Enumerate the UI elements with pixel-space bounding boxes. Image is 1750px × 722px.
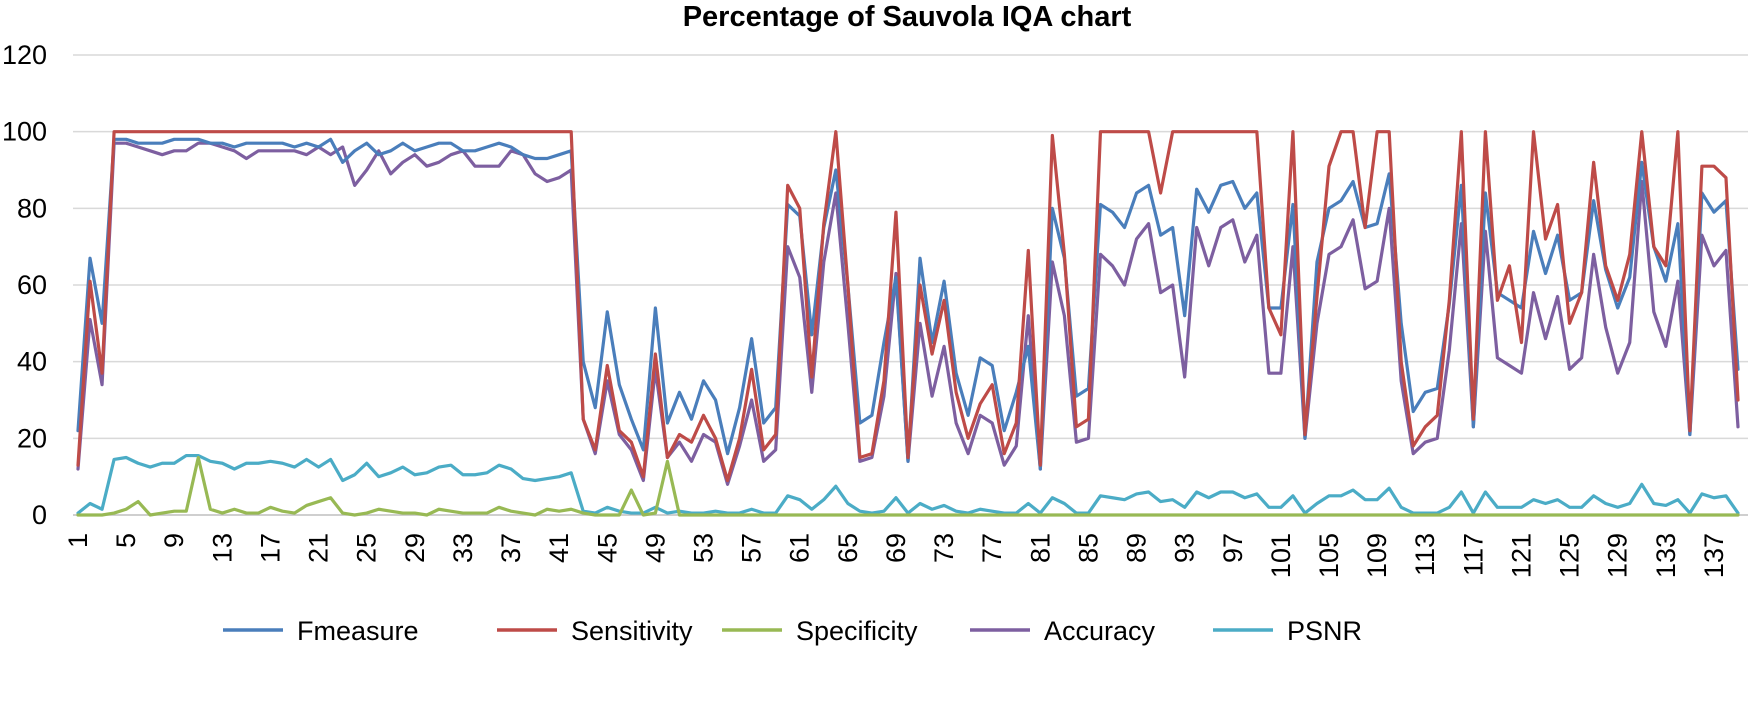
x-tick-label: 9 <box>159 533 189 548</box>
x-tick-label: 101 <box>1266 533 1296 578</box>
series-line-specificity <box>76 455 1740 517</box>
x-tick-label: 77 <box>977 533 1007 563</box>
series-line-psnr <box>76 453 1740 515</box>
x-tick-label: 1 <box>63 533 93 548</box>
x-tick-label: 81 <box>1025 533 1055 563</box>
x-tick-label: 133 <box>1651 533 1681 578</box>
x-tick-label: 129 <box>1603 533 1633 578</box>
x-tick-label: 137 <box>1699 533 1729 578</box>
x-tick-label: 113 <box>1410 533 1440 576</box>
x-tick-label: 65 <box>833 533 863 563</box>
x-tick-label: 17 <box>255 533 285 563</box>
x-tick-label: 13 <box>207 533 237 563</box>
x-tick-label: 21 <box>304 533 334 563</box>
x-tick-label: 5 <box>111 533 141 548</box>
series-line-sensitivity <box>76 130 1740 483</box>
x-tick-label: 45 <box>592 533 622 563</box>
x-tick-label: 121 <box>1506 533 1536 578</box>
legend-label-accuracy: Accuracy <box>1044 616 1156 646</box>
y-tick-label: 120 <box>2 40 47 70</box>
legend-label-sensitivity: Sensitivity <box>571 616 693 646</box>
legend-label-psnr: PSNR <box>1287 616 1362 646</box>
x-tick-label: 57 <box>737 533 767 563</box>
y-tick-label: 60 <box>17 270 47 300</box>
x-tick-label: 37 <box>496 533 526 563</box>
x-tick-label: 69 <box>881 533 911 563</box>
series-line-fmeasure <box>76 137 1740 471</box>
y-tick-label: 40 <box>17 347 47 377</box>
x-tick-label: 41 <box>544 533 574 563</box>
x-tick-label: 25 <box>352 533 382 563</box>
x-tick-label: 117 <box>1458 533 1488 576</box>
chart-title: Percentage of Sauvola IQA chart <box>683 1 1132 33</box>
x-tick-label: 105 <box>1314 533 1344 578</box>
x-tick-label: 125 <box>1555 533 1585 578</box>
x-tick-label: 109 <box>1362 533 1392 578</box>
y-tick-label: 80 <box>17 193 47 223</box>
legend-label-specificity: Specificity <box>796 616 918 646</box>
x-tick-label: 49 <box>640 533 670 563</box>
x-tick-label: 73 <box>929 533 959 563</box>
y-tick-label: 20 <box>17 423 47 453</box>
x-tick-label: 61 <box>785 533 815 563</box>
series-lines <box>76 130 1740 517</box>
x-tick-label: 33 <box>448 533 478 563</box>
x-axis-ticks: 1 5 9 13 17 21 25 29 33 37 41 45 49 53 57 61 65 69 73 77 81 8… <box>63 533 1729 578</box>
x-tick-label: 93 <box>1170 533 1200 563</box>
x-tick-label: 89 <box>1122 533 1152 563</box>
y-tick-label: 0 <box>32 500 47 530</box>
x-tick-label: 97 <box>1218 533 1248 563</box>
y-axis-ticks: 0 20 40 60 80 100 120 <box>2 40 47 530</box>
x-tick-label: 29 <box>400 533 430 563</box>
legend: Fmeasure Sensitivity Specificity Accuracy PS… <box>223 616 1362 646</box>
x-tick-label: 85 <box>1073 533 1103 563</box>
y-tick-label: 100 <box>2 117 47 147</box>
x-tick-label: 53 <box>689 533 719 563</box>
legend-label-fmeasure: Fmeasure <box>297 616 419 646</box>
